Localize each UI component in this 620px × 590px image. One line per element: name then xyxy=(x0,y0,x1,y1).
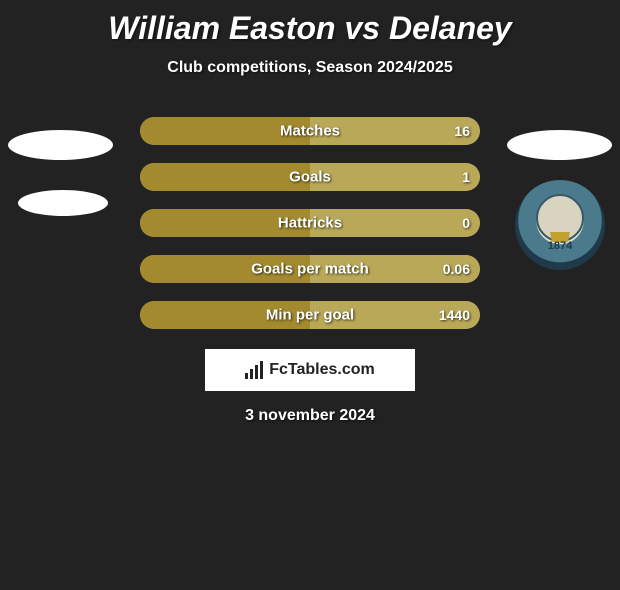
attribution-text: FcTables.com xyxy=(269,361,375,379)
club-placeholder-icon xyxy=(18,190,108,216)
left-player-logos xyxy=(8,130,113,216)
stat-label: Matches xyxy=(280,123,340,140)
stat-label: Goals xyxy=(289,169,331,186)
stat-left-fill xyxy=(140,163,310,191)
stat-right-fill xyxy=(310,163,480,191)
subtitle: Club competitions, Season 2024/2025 xyxy=(0,59,620,77)
date: 3 november 2024 xyxy=(0,407,620,425)
club-placeholder-icon xyxy=(8,130,113,160)
club-placeholder-icon xyxy=(507,130,612,160)
stat-label: Hattricks xyxy=(278,215,342,232)
attribution-logo-icon xyxy=(245,361,263,379)
stat-right-value: 0 xyxy=(462,215,470,231)
stat-right-value: 1440 xyxy=(439,307,470,323)
page-title: William Easton vs Delaney xyxy=(0,10,620,47)
stat-label: Min per goal xyxy=(266,307,354,324)
stat-bar: Goals per match 0.06 xyxy=(140,255,480,283)
stat-bar: Matches 16 xyxy=(140,117,480,145)
stat-right-value: 0.06 xyxy=(443,261,470,277)
stat-bar: Goals 1 xyxy=(140,163,480,191)
attribution[interactable]: FcTables.com xyxy=(205,349,415,391)
stat-bar: Hattricks 0 xyxy=(140,209,480,237)
stat-bar: Min per goal 1440 xyxy=(140,301,480,329)
club-year: 1874 xyxy=(548,240,572,252)
right-player-logos: 1874 xyxy=(507,130,612,270)
stat-right-value: 1 xyxy=(462,169,470,185)
stat-label: Goals per match xyxy=(251,261,369,278)
stat-right-value: 16 xyxy=(454,123,470,139)
club-badge-morton: 1874 xyxy=(515,180,605,270)
